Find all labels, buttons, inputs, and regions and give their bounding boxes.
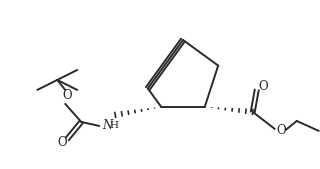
Text: O: O xyxy=(62,89,72,102)
Text: N: N xyxy=(102,119,112,132)
Text: H: H xyxy=(110,122,119,130)
Text: O: O xyxy=(57,136,67,149)
Text: O: O xyxy=(276,124,285,137)
Text: O: O xyxy=(258,80,268,93)
